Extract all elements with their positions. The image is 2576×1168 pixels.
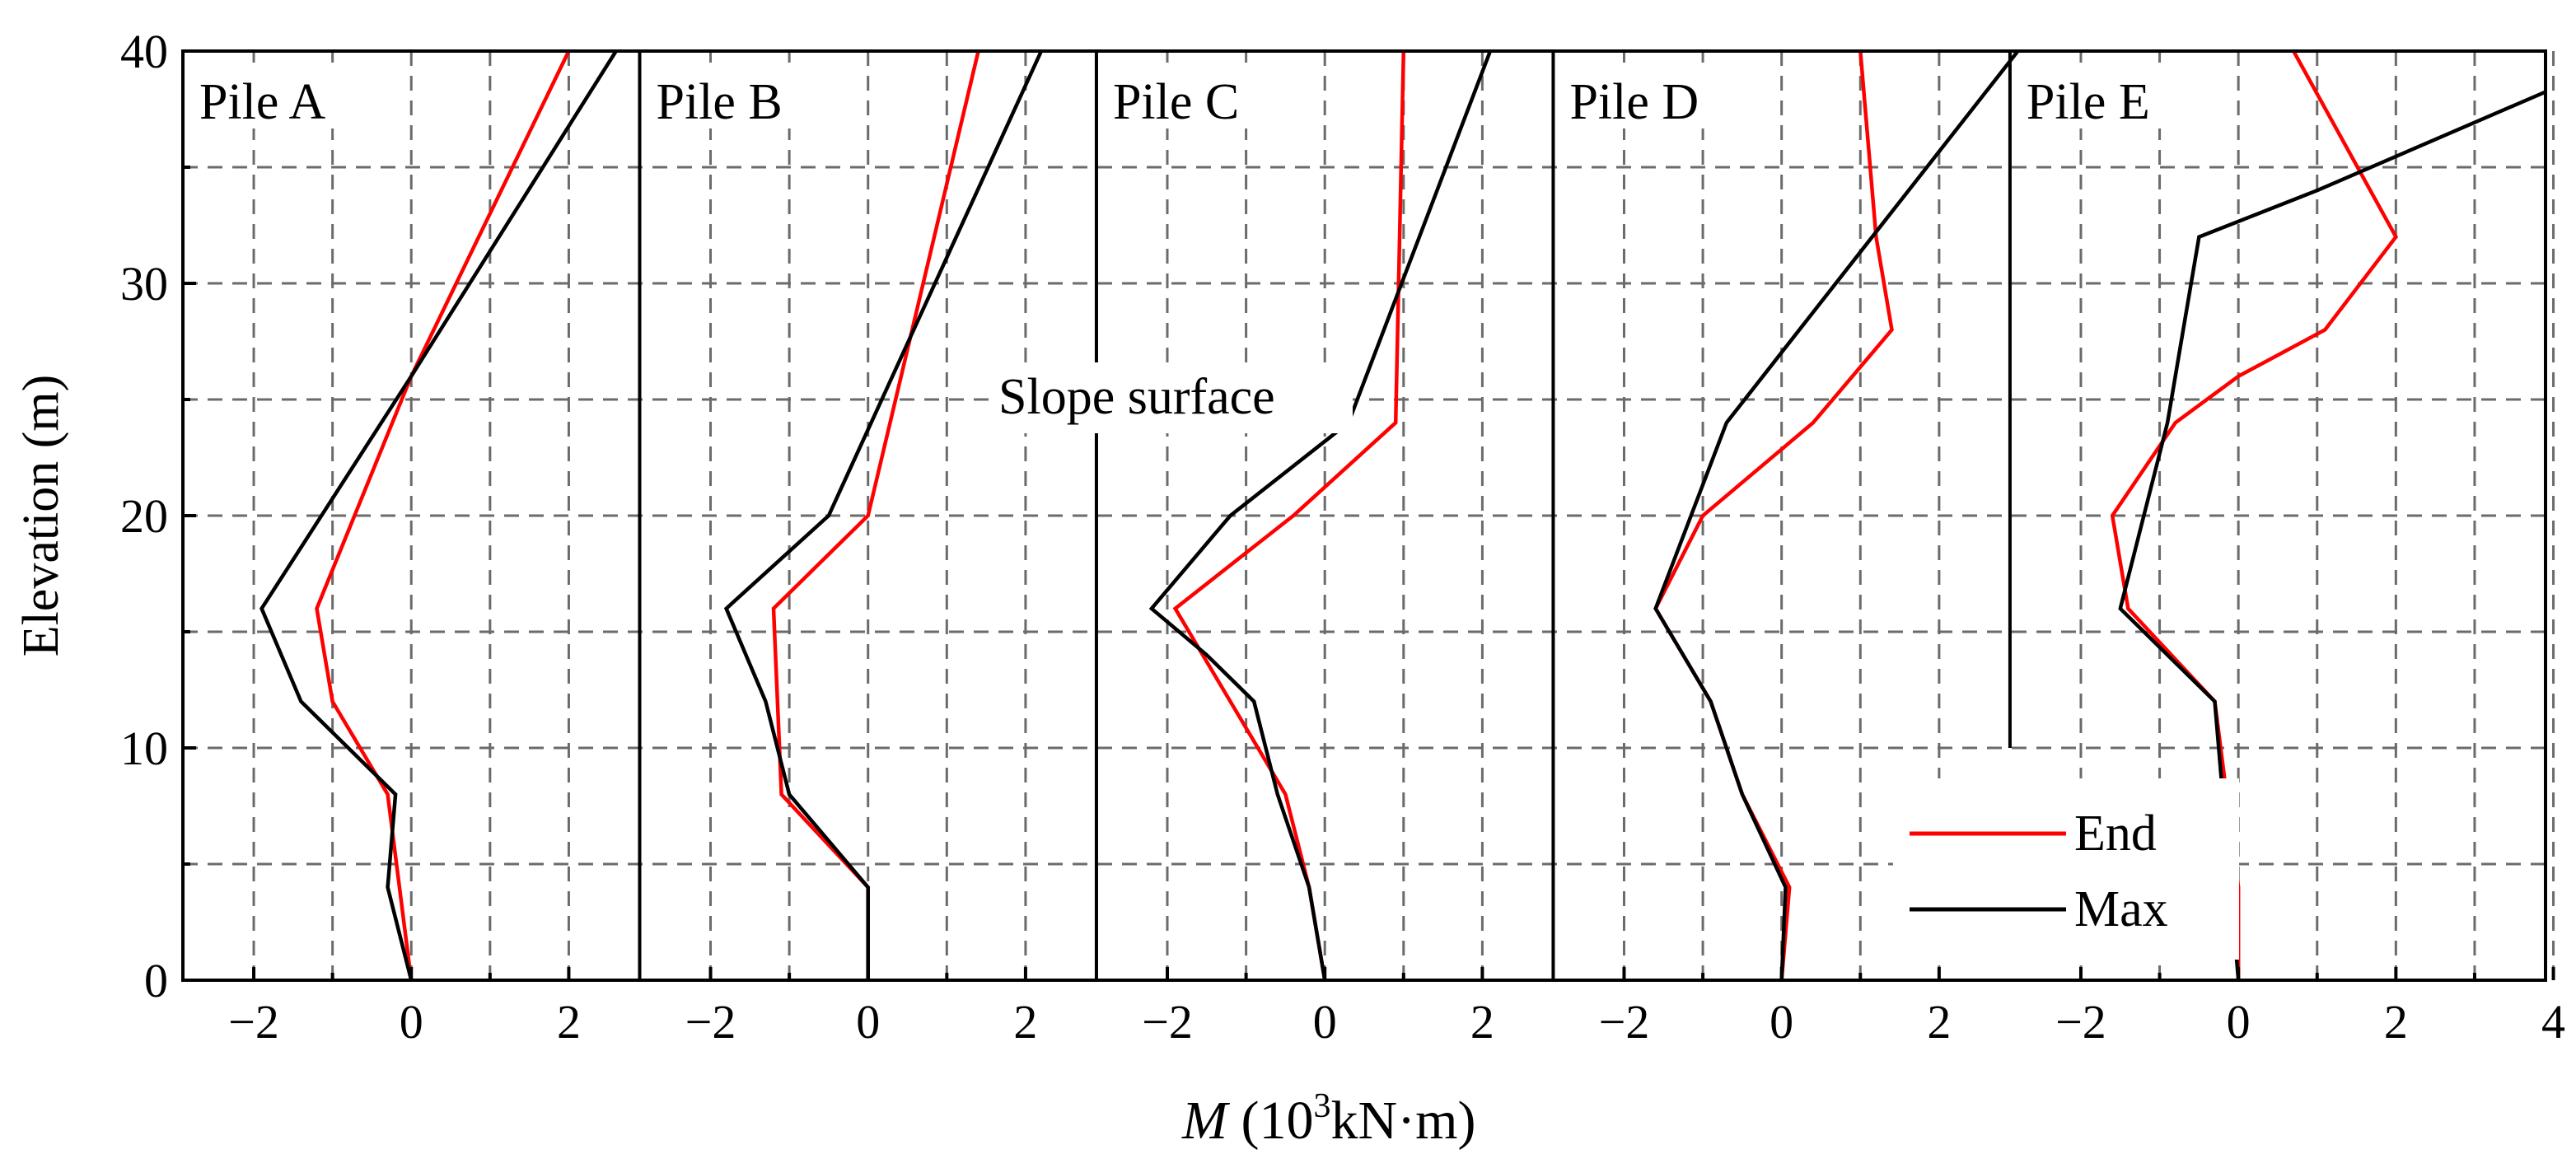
panel-label-background (651, 63, 841, 128)
y-tick-label: 10 (120, 722, 168, 775)
y-axis-label: Elevation (m) (13, 375, 69, 657)
x-tick-label: 2 (1013, 995, 1037, 1049)
pile-a-max-line (259, 51, 618, 980)
axes-frame (181, 49, 2555, 982)
plot-frame (181, 49, 2547, 982)
x-tick-label: 0 (2227, 995, 2251, 1049)
panel-label-background (1107, 63, 1297, 128)
legend: End Max (1893, 778, 2239, 960)
pile-d-max-line (1653, 51, 2020, 980)
x-tick-label: 0 (1313, 995, 1337, 1049)
pile-c-max-line (1148, 51, 1493, 980)
x-tick-label: 2 (2384, 995, 2408, 1049)
x-tick-label: −2 (2055, 995, 2106, 1049)
panel-label: Pile D (1569, 74, 1699, 130)
legend-background (1893, 778, 2239, 960)
x-axis-label-symbol: M (1181, 1091, 1231, 1151)
slope-surface-label: Slope surface (998, 369, 1275, 425)
x-tick-label: 2 (1927, 995, 1951, 1049)
pile-b-max-line (723, 51, 1044, 980)
legend-end-label: End (2074, 806, 2157, 862)
x-axis-label-unit: kN·m) (1330, 1091, 1475, 1151)
panel-label: Pile E (2027, 74, 2150, 130)
y-tick-label: 30 (120, 257, 168, 311)
y-tick-label: 40 (120, 25, 168, 78)
y-tick-label: 20 (120, 489, 168, 543)
panel-label: Pile B (656, 74, 782, 130)
panel-label-background (1564, 63, 1755, 128)
x-tick-label: 4 (2541, 995, 2565, 1049)
slope-surface-label-background (990, 362, 1353, 433)
x-tick-label: −2 (1599, 995, 1650, 1049)
pile-e-max-line (2118, 90, 2546, 980)
y-tick-label: 0 (144, 954, 168, 1007)
x-tick-label: 0 (856, 995, 880, 1049)
x-axis-label: M (103kN·m) (1181, 1087, 1475, 1151)
x-axis-label-prefix: (10 (1227, 1091, 1313, 1151)
x-axis-label-exponent: 3 (1313, 1087, 1330, 1125)
panel-label: Pile C (1113, 74, 1239, 130)
x-tick-label: 0 (1770, 995, 1793, 1049)
x-tick-label: 0 (400, 995, 423, 1049)
panel-label: Pile A (199, 74, 326, 130)
x-tick-label: −2 (228, 995, 279, 1049)
panel-label-background (194, 63, 384, 128)
x-tick-label: 2 (557, 995, 581, 1049)
x-tick-label: −2 (685, 995, 736, 1049)
x-tick-label: −2 (1142, 995, 1193, 1049)
legend-max-label: Max (2074, 881, 2168, 937)
panel-label-background (2021, 63, 2211, 128)
x-tick-label: 2 (1470, 995, 1494, 1049)
